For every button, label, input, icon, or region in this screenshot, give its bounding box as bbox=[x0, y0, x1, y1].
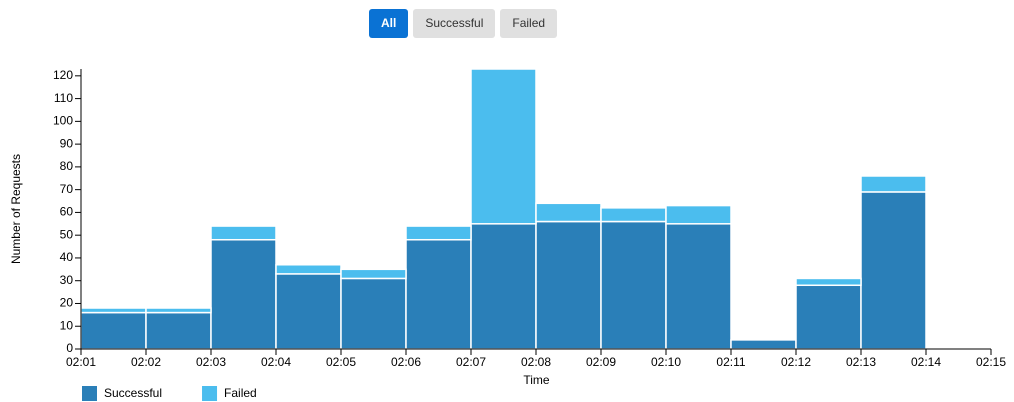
bar bbox=[470, 223, 537, 350]
x-tick-label: 02:02 bbox=[131, 355, 161, 369]
y-axis-label: Number of Requests bbox=[9, 154, 23, 264]
x-tick-label: 02:13 bbox=[846, 355, 876, 369]
x-axis-label: Time bbox=[523, 373, 550, 387]
bar bbox=[470, 68, 537, 225]
legend-label: Successful bbox=[104, 386, 162, 400]
bar bbox=[340, 277, 407, 350]
x-tick-label: 02:01 bbox=[66, 355, 96, 369]
filter-button[interactable]: All bbox=[369, 9, 409, 38]
x-tick-label: 02:09 bbox=[586, 355, 616, 369]
x-tick-label: 02:12 bbox=[781, 355, 811, 369]
bar bbox=[795, 284, 862, 350]
legend-label: Failed bbox=[224, 386, 257, 400]
x-tick-label: 02:15 bbox=[976, 355, 1006, 369]
bar bbox=[795, 277, 862, 287]
bar bbox=[210, 225, 277, 241]
bar bbox=[600, 207, 667, 223]
y-tick-label: 120 bbox=[53, 68, 73, 82]
x-tick-label: 02:08 bbox=[521, 355, 551, 369]
bar bbox=[340, 268, 407, 280]
y-tick-label: 30 bbox=[60, 273, 74, 287]
x-tick-label: 02:14 bbox=[911, 355, 941, 369]
x-tick-label: 02:06 bbox=[391, 355, 421, 369]
y-tick-label: 110 bbox=[54, 91, 73, 105]
y-tick-label: 0 bbox=[66, 341, 73, 355]
bar bbox=[600, 220, 667, 350]
bar bbox=[665, 204, 732, 225]
x-tick-label: 02:05 bbox=[326, 355, 356, 369]
filter-button[interactable]: Failed bbox=[500, 9, 558, 38]
bar bbox=[145, 307, 212, 314]
legend-swatch bbox=[202, 386, 218, 401]
bar bbox=[535, 202, 602, 223]
x-tick-label: 02:07 bbox=[456, 355, 486, 369]
bar bbox=[210, 238, 277, 350]
y-tick-label: 90 bbox=[60, 136, 74, 150]
bar bbox=[405, 238, 472, 350]
y-tick-label: 50 bbox=[60, 227, 74, 241]
filter-button[interactable]: Successful bbox=[413, 9, 496, 38]
bar bbox=[665, 223, 732, 350]
bar bbox=[275, 273, 342, 350]
y-tick-label: 20 bbox=[60, 296, 74, 310]
bar bbox=[730, 339, 797, 350]
bar bbox=[860, 191, 927, 350]
bar bbox=[860, 175, 927, 193]
filter-buttons: All Successful Failed bbox=[369, 9, 558, 38]
y-tick-label: 100 bbox=[53, 114, 73, 128]
x-tick-label: 02:03 bbox=[196, 355, 226, 369]
x-tick-label: 02:10 bbox=[651, 355, 681, 369]
y-tick-label: 10 bbox=[60, 318, 74, 332]
y-tick-label: 60 bbox=[60, 205, 74, 219]
x-tick-label: 02:04 bbox=[261, 355, 291, 369]
bar bbox=[275, 264, 342, 275]
legend-swatch bbox=[82, 386, 97, 401]
bar bbox=[145, 311, 212, 350]
bar bbox=[80, 311, 147, 350]
bar bbox=[405, 225, 472, 241]
x-tick-label: 02:11 bbox=[716, 355, 745, 369]
y-tick-label: 70 bbox=[60, 182, 74, 196]
bar bbox=[535, 220, 602, 350]
bar bbox=[80, 307, 147, 314]
y-tick-label: 40 bbox=[60, 250, 74, 264]
y-tick-label: 80 bbox=[60, 159, 74, 173]
